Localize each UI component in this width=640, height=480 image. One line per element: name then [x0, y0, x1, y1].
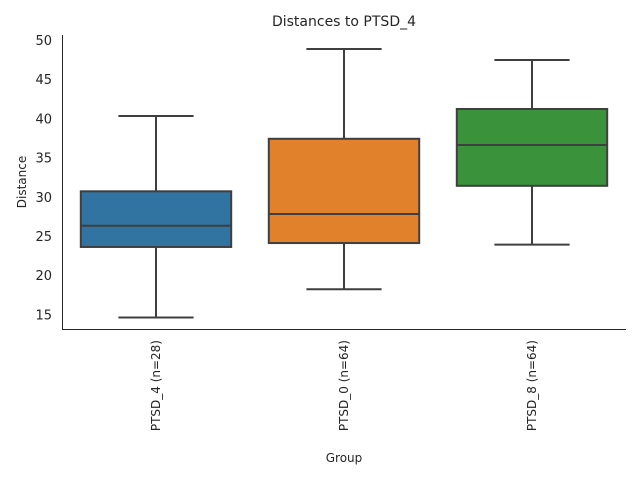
- y-tick-label: 25: [35, 230, 52, 245]
- x-tick-labels: PTSD_4 (n=28) PTSD_0 (n=64) PTSD_8 (n=64): [149, 340, 539, 431]
- chart-title: Distances to PTSD_4: [272, 14, 416, 30]
- y-tick-label: 15: [35, 308, 52, 323]
- x-axis-label: Group: [326, 451, 363, 465]
- y-tick-label: 45: [35, 73, 52, 88]
- y-tick-label: 50: [35, 34, 52, 49]
- y-tick-label: 30: [35, 191, 52, 206]
- iqr-box: [79, 190, 233, 248]
- box-group: [79, 115, 233, 319]
- x-tick-label: PTSD_4 (n=28): [149, 340, 163, 431]
- y-tick-label: 35: [35, 152, 52, 167]
- box-group: [455, 58, 609, 246]
- y-tick-label: 20: [35, 269, 52, 284]
- x-tick-label: PTSD_0 (n=64): [337, 340, 351, 431]
- y-axis-label: Distance: [15, 156, 29, 208]
- iqr-box: [455, 107, 609, 187]
- y-tick-labels: 15 20 25 30 35 40 45 50: [35, 34, 52, 323]
- iqr-box: [267, 137, 421, 245]
- box-group: [267, 48, 421, 291]
- plot-area: [79, 48, 609, 319]
- y-tick-label: 40: [35, 112, 52, 127]
- x-tick-label: PTSD_8 (n=64): [525, 340, 539, 431]
